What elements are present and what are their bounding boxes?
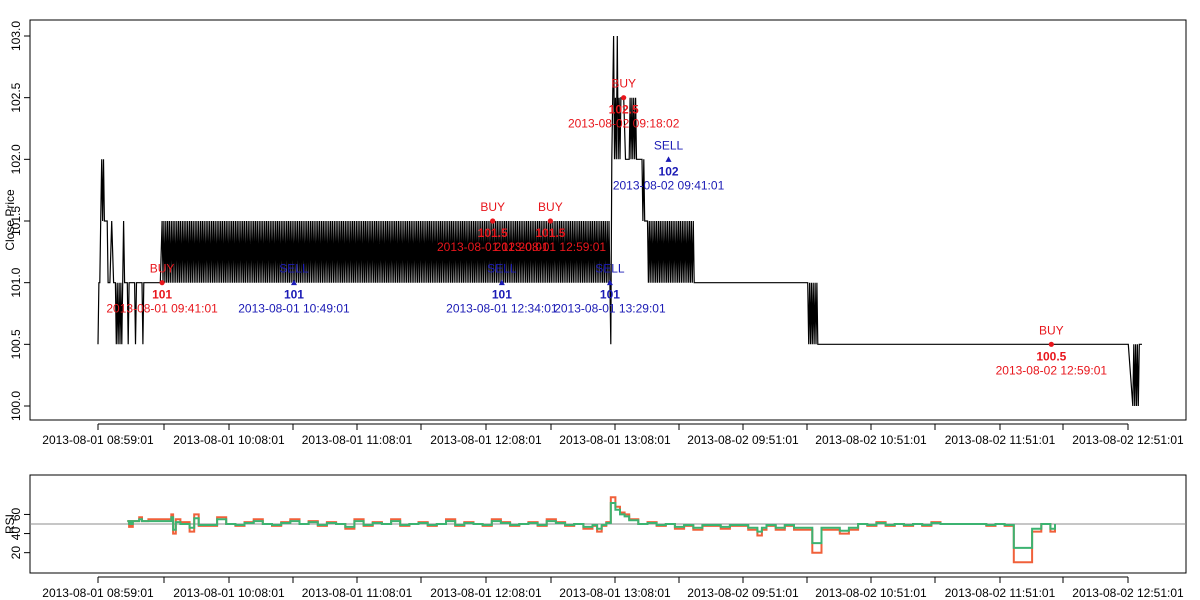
- price-y-tick-label: 101.0: [9, 267, 23, 297]
- rsi-series-2-line: [127, 502, 1056, 549]
- rsi-y-tick-label: 20: [9, 546, 23, 560]
- sell-marker: [498, 279, 505, 286]
- rsi-y-tick-label: 40: [9, 527, 23, 541]
- sell-marker: [665, 156, 672, 162]
- price-y-tick-label: 103.0: [9, 21, 23, 51]
- rsi-x-tick-label: 2013-08-01 12:08:01: [430, 586, 542, 600]
- signal-price-label: 101: [284, 288, 304, 302]
- rsi-x-tick-label: 2013-08-01 11:08:01: [302, 586, 413, 600]
- sell-label: SELL: [654, 138, 684, 152]
- signal-time-label: 2013-08-01 12:20:01: [437, 240, 549, 254]
- signal-time-label: 2013-08-02 09:18:02: [568, 117, 680, 131]
- rsi-x-tick-label: 2013-08-02 12:51:01: [1072, 586, 1184, 600]
- buy-marker: [621, 95, 627, 101]
- signal-time-label: 2013-08-01 10:49:01: [238, 302, 350, 316]
- price-y-axis: 100.0 100.5 101.0 101.5 102.0 102.5 103.0: [9, 21, 30, 421]
- price-x-tick-label: 2013-08-01 10:08:01: [173, 433, 285, 447]
- price-x-tick-label: 2013-08-02 09:51:01: [687, 433, 799, 447]
- sell-marker: [606, 279, 613, 286]
- price-y-tick-label: 100.5: [9, 329, 23, 359]
- buy-label: BUY: [480, 200, 505, 214]
- rsi-y-axis-title: RSI: [3, 514, 17, 534]
- buy-marker: [547, 218, 554, 224]
- signal-price-label: 102: [659, 164, 679, 178]
- buy-label: BUY: [538, 200, 563, 214]
- signal-time-label: 2013-08-01 12:34:01: [446, 302, 558, 316]
- price-x-tick-label: 2013-08-02 11:51:01: [945, 433, 1056, 447]
- price-y-tick-label: 100.0: [9, 391, 23, 421]
- buy-marker: [159, 280, 165, 286]
- signal-time-label: 2013-08-02 12:59:01: [996, 363, 1108, 377]
- price-y-tick-label: 102.5: [9, 82, 23, 112]
- price-x-axis: 2013-08-01 08:59:01 2013-08-01 10:08:01 20…: [42, 423, 1184, 447]
- price-y-tick-label: 101.5: [9, 206, 23, 236]
- price-x-tick-label: 2013-08-02 12:51:01: [1072, 433, 1184, 447]
- buy-label: BUY: [150, 262, 175, 276]
- buy-label: BUY: [611, 77, 636, 91]
- buy-marker: [490, 218, 496, 224]
- signal-price-label: 102.5: [609, 103, 639, 117]
- rsi-x-tick-label: 2013-08-02 09:51:01: [687, 586, 799, 600]
- price-x-tick-label: 2013-08-01 11:08:01: [302, 433, 413, 447]
- price-x-tick-label: 2013-08-01 13:08:01: [559, 433, 671, 447]
- rsi-x-axis: 2013-08-01 08:59:01 2013-08-01 10:08:01 20…: [42, 576, 1184, 600]
- price-x-tick-label: 2013-08-02 10:51:01: [815, 433, 927, 447]
- signal-price-label: 101: [492, 288, 512, 302]
- signal-time-label: 2013-08-01 09:41:01: [106, 302, 218, 316]
- price-x-tick-label: 2013-08-01 12:08:01: [430, 433, 542, 447]
- rsi-y-axis: 20 40 60: [9, 507, 30, 559]
- price-series-line: [97, 35, 1142, 407]
- price-panel: 100.0 100.5 101.0 101.5 102.0 102.5 103.0 2013…: [3, 19, 1187, 447]
- sell-label: SELL: [279, 262, 309, 276]
- signal-price-label: 101: [600, 288, 620, 302]
- rsi-y-tick-label: 60: [9, 507, 23, 521]
- price-x-tick-label: 2013-08-01 08:59:01: [42, 433, 154, 447]
- price-y-axis-title: Close Price: [3, 189, 17, 251]
- sell-marker: [290, 279, 297, 286]
- rsi-x-tick-label: 2013-08-01 13:08:01: [559, 586, 671, 600]
- price-y-tick-label: 102.0: [9, 144, 23, 174]
- sell-label: SELL: [595, 262, 625, 276]
- rsi-x-tick-label: 2013-08-02 11:51:01: [945, 586, 1056, 600]
- sell-label: SELL: [487, 262, 517, 276]
- rsi-x-tick-label: 2013-08-02 10:51:01: [815, 586, 927, 600]
- buy-label: BUY: [1039, 323, 1064, 337]
- buy-marker: [1048, 341, 1054, 347]
- signal-price-label: 101.5: [535, 226, 565, 240]
- rsi-x-tick-label: 2013-08-01 10:08:01: [173, 586, 285, 600]
- rsi-panel: 20 40 60 2013-08-01 08:59:01 2013-08-01 10:…: [3, 474, 1187, 600]
- signal-price-label: 101.5: [478, 226, 508, 240]
- rsi-x-tick-label: 2013-08-01 08:59:01: [42, 586, 154, 600]
- price-plot-frame: [29, 19, 1187, 421]
- signal-time-label: 2013-08-02 09:41:01: [613, 178, 725, 192]
- signal-price-label: 100.5: [1036, 349, 1066, 363]
- signal-time-label: 2013-08-01 12:59:01: [495, 240, 607, 254]
- signal-time-label: 2013-08-01 13:29:01: [554, 302, 666, 316]
- signal-price-label: 101: [152, 288, 172, 302]
